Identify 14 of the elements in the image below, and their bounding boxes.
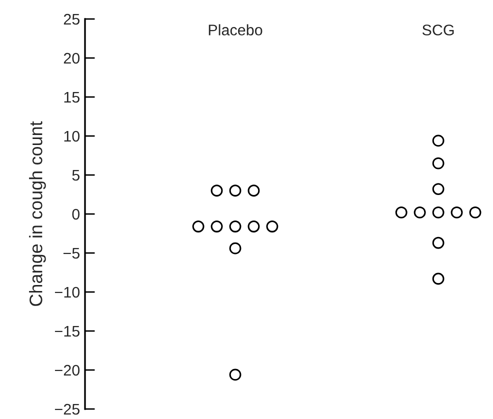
y-tick-label: −10 <box>54 286 80 298</box>
y-tick-label: 10 <box>64 130 80 142</box>
y-tick-label: 25 <box>64 14 80 25</box>
y-tick-label: 20 <box>64 52 80 64</box>
y-tick-label: 0 <box>72 208 80 220</box>
y-tick-label: 5 <box>72 170 80 181</box>
y-tick-label: −5 <box>63 248 80 259</box>
x-tick-label: SCG <box>422 24 454 36</box>
y-tick-label: −15 <box>54 326 80 337</box>
y-tick-label: 15 <box>64 92 80 103</box>
y-tick-label: −20 <box>54 364 80 376</box>
y-tick-label: −25 <box>54 404 80 415</box>
x-tick-label: Placebo <box>208 24 262 36</box>
y-axis-title: Change in cough count <box>29 121 46 306</box>
